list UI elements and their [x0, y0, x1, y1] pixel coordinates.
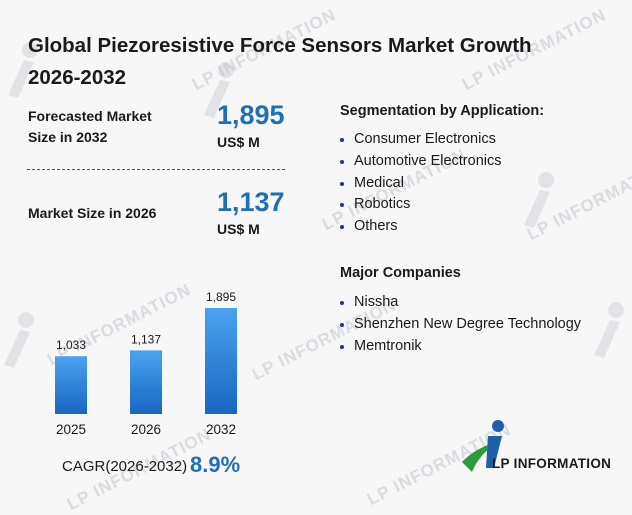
bar-2032 [205, 308, 237, 414]
watermark-logo-icon [524, 172, 554, 228]
bar-2026 [130, 350, 162, 414]
list-item: Consumer Electronics [340, 129, 501, 151]
cagr-label: CAGR(2026-2032) [62, 458, 188, 475]
current-unit: US$ M [217, 221, 260, 237]
segmentation-list: Consumer Electronics Automotive Electron… [340, 129, 501, 238]
list-item: Nissha [340, 292, 581, 314]
bar-value-label: 1,895 [206, 290, 236, 304]
category-label: 2026 [131, 422, 161, 437]
bar-value-label: 1,033 [56, 338, 86, 352]
logo-icon [462, 420, 504, 472]
list-item: Automotive Electronics [340, 151, 501, 173]
cagr-value: 8.9% [190, 452, 241, 477]
page-title: Global Piezoresistive Force Sensors Mark… [28, 34, 532, 89]
current-value: 1,137 [217, 187, 285, 217]
bar-2025 [55, 356, 87, 414]
current-label: Market Size in 2026 [28, 205, 157, 221]
bar-chart: 1,033 2025 1,137 2026 1,895 2032 [55, 290, 237, 437]
forecast-value: 1,895 [217, 100, 285, 130]
list-item: Medical [340, 173, 501, 195]
forecast-unit: US$ M [217, 134, 260, 150]
category-label: 2032 [206, 422, 236, 437]
category-label: 2025 [56, 422, 86, 437]
watermark-logo-icon [204, 62, 234, 118]
divider [27, 169, 285, 170]
bar-value-label: 1,137 [131, 332, 161, 346]
list-item: Shenzhen New Degree Technology [340, 314, 581, 336]
watermark-logo-icon [8, 42, 38, 98]
list-item: Robotics [340, 194, 501, 216]
companies-list: Nissha Shenzhen New Degree Technology Me… [340, 292, 581, 357]
segmentation-title: Segmentation by Application: [340, 103, 545, 119]
brand-logo: LP INFORMATION [458, 412, 618, 484]
watermark-logo-icon [4, 312, 34, 368]
forecast-label: Forecasted Market Size in 2032 [28, 108, 152, 145]
list-item: Others [340, 216, 501, 238]
list-item: Memtronik [340, 336, 581, 358]
watermark-logo-icon [594, 302, 624, 358]
companies-title: Major Companies [340, 265, 461, 281]
logo-text: LP INFORMATION [492, 456, 612, 471]
